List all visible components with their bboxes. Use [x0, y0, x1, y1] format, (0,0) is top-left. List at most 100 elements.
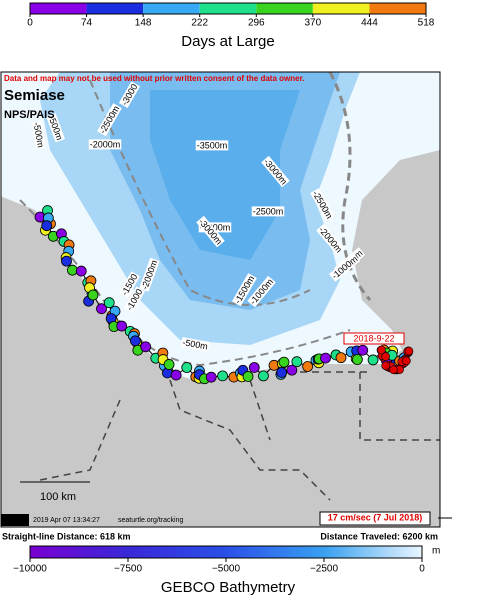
map: -3000-2500m-2000m -3500m-3000m-2500m-2000…: [1, 72, 440, 527]
track-point: [402, 356, 411, 366]
contour-label: -2000m: [90, 139, 121, 149]
color-step: [86, 3, 144, 14]
unit: m: [432, 546, 440, 557]
contour-label-bg: [198, 222, 232, 233]
contour-label-bg: [247, 275, 276, 308]
contour-label: -2000m: [200, 222, 231, 232]
current-box: [319, 511, 431, 526]
track-point: [75, 265, 87, 277]
contour-label-bg: [139, 257, 160, 292]
track-point: [96, 303, 107, 315]
straight-line: Straight-line Distance: 618 km: [2, 531, 131, 541]
contour-label-bg: [261, 155, 290, 188]
tick-label: −2500: [310, 564, 339, 575]
color-step: [256, 3, 313, 14]
track-point: [276, 367, 288, 378]
contour-label-bg: [231, 273, 257, 307]
track-point: [129, 335, 141, 347]
contour: [328, 72, 372, 301]
track-point: [278, 356, 290, 368]
tick-label: −7500: [114, 564, 143, 575]
tick-label: 518: [418, 18, 435, 29]
track-point: [103, 297, 115, 309]
tick-label: 0: [419, 564, 425, 575]
track-point: [248, 362, 260, 373]
tick-label: 370: [305, 18, 322, 29]
color-step: [369, 3, 426, 14]
traveled: Distance Traveled: 6200 km: [320, 531, 438, 541]
track-point: [258, 370, 269, 382]
track-point: [320, 352, 331, 364]
turtle-name: Semiase: [4, 87, 65, 104]
track-point: [381, 352, 390, 361]
track-line: [39, 209, 405, 380]
tick-label: 222: [191, 18, 208, 29]
contour-label: -3500m: [197, 140, 228, 150]
track-point: [41, 220, 53, 232]
date-box: [343, 332, 405, 345]
contour-label-bg: [123, 286, 146, 314]
track-point: [217, 370, 229, 382]
track-point: [140, 341, 152, 353]
timestamp: 2019 Apr 07 13:34:27: [33, 517, 100, 524]
tick-label: −5000: [212, 564, 241, 575]
track-point: [205, 371, 217, 383]
track-point: [286, 364, 298, 376]
tick-label: 444: [361, 18, 378, 29]
contour-label: -500m: [31, 121, 45, 148]
contour-label-bg: [180, 337, 210, 352]
track-point: [367, 354, 379, 366]
days-title: Days at Large: [181, 33, 274, 50]
scale-label: 100 km: [40, 491, 76, 503]
track-point: [163, 359, 175, 370]
track-point: [351, 354, 363, 365]
color-step: [30, 3, 87, 14]
contour-label-bg: [328, 253, 361, 282]
contour-label-bg: [118, 81, 141, 109]
contour-label-bg: [46, 113, 65, 143]
colorbar: [29, 545, 423, 559]
track-point: [404, 346, 414, 356]
warning: Data and map may not be used without pri…: [4, 74, 304, 83]
colorbar-frame: [29, 2, 427, 15]
tick-label: −10000: [13, 564, 47, 575]
days-colorbar: 0 74 148 222 296 370 444 518: [27, 2, 435, 29]
contour-label-bg: [310, 188, 336, 222]
track-point: [61, 255, 72, 267]
color-step: [143, 3, 200, 14]
contour-label-bg: [88, 139, 122, 150]
contour-label: -2500m: [253, 206, 284, 216]
track-point: [389, 365, 398, 375]
track-point: [242, 371, 254, 382]
contour-label-bg: [251, 206, 285, 217]
contour-label-bg: [31, 120, 46, 150]
track-point: [116, 320, 128, 332]
contour-label-bg: [195, 140, 229, 151]
tick-label: 296: [248, 18, 265, 29]
track-point: [302, 361, 314, 372]
tick-label: 0: [27, 18, 33, 29]
color-step: [199, 3, 257, 14]
track-point: [291, 356, 303, 368]
owner: NPS/PAIS: [4, 109, 55, 121]
track-point: [335, 352, 347, 364]
tick-label: 74: [81, 18, 93, 29]
track-point: [377, 345, 386, 355]
track-point: [181, 362, 193, 373]
color-step: [312, 3, 370, 14]
tick-label: 148: [135, 18, 152, 29]
logo: [1, 514, 29, 526]
contour-labels: -3000-2500m-2000m -3500m-3000m-2500m-2000…: [31, 81, 366, 352]
contour-label-bg: [96, 103, 122, 137]
track-point: [357, 344, 369, 356]
contour-label-bg: [316, 223, 345, 256]
track-point: [381, 361, 390, 370]
bathy-colorbar: −10000 −7500 −5000 −2500 0m: [13, 545, 440, 575]
date-label: 2018-9-22: [353, 333, 394, 343]
track-point: [170, 369, 182, 381]
website: seaturtle.org/tracking: [118, 517, 183, 524]
contour-label-bg: [196, 215, 225, 248]
track-point: [87, 289, 99, 301]
current-label: 17 cm/sec (7 Jul 2018): [328, 512, 423, 522]
